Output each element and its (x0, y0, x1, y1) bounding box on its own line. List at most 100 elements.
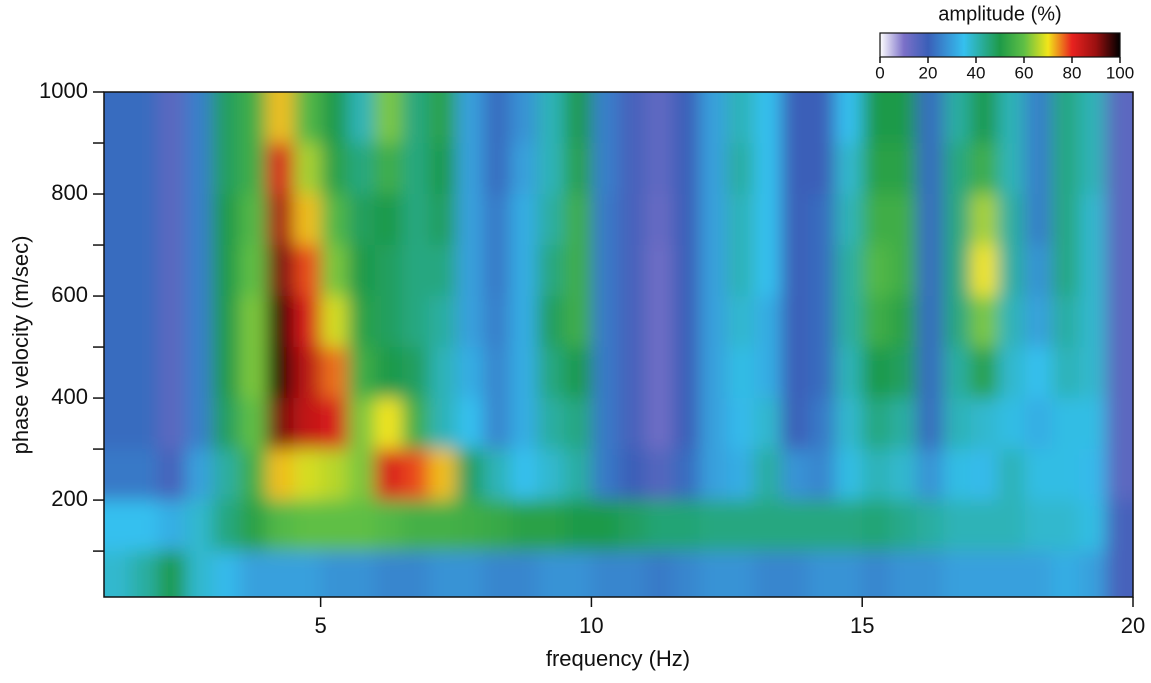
heatmap-cell (971, 296, 999, 348)
heatmap-cell (158, 143, 186, 195)
heatmap-cell (781, 143, 809, 195)
heatmap-cell (131, 500, 159, 552)
heatmap-cell (943, 449, 971, 501)
heatmap-cell (889, 551, 917, 617)
heatmap-cell (456, 449, 484, 501)
heatmap-cell (429, 72, 457, 144)
heatmap-cell (835, 551, 863, 617)
heatmap-cell (1106, 551, 1151, 617)
heatmap-cell (700, 398, 728, 450)
heatmap-cell (1106, 398, 1151, 450)
heatmap-cell (429, 449, 457, 501)
heatmap-cell (781, 398, 809, 450)
heatmap-cell (727, 500, 755, 552)
heatmap-cell (429, 296, 457, 348)
heatmap-cell (266, 143, 294, 195)
colorbar-tick-label: 80 (1063, 63, 1082, 82)
heatmap-cell (402, 551, 430, 617)
heatmap-cell (239, 143, 267, 195)
heatmap-cell (185, 347, 213, 399)
heatmap-cell (781, 449, 809, 501)
heatmap-cell (673, 245, 701, 297)
heatmap-cell (429, 347, 457, 399)
heatmap-cell (266, 194, 294, 246)
heatmap-cell (158, 347, 186, 399)
heatmap-cell (1025, 500, 1053, 552)
heatmap-cell (84, 72, 132, 144)
heatmap-cell (375, 449, 403, 501)
heatmap-cell (564, 143, 592, 195)
heatmap-cell (835, 194, 863, 246)
heatmap-cell (889, 398, 917, 450)
heatmap-cell (862, 347, 890, 399)
heatmap-cell (564, 500, 592, 552)
heatmap-cell (1052, 72, 1080, 144)
heatmap-cell (483, 551, 511, 617)
heatmap-cell (294, 72, 322, 144)
heatmap-cell (673, 551, 701, 617)
heatmap-cell (158, 449, 186, 501)
heatmap-cell (591, 245, 619, 297)
heatmap-cell (375, 551, 403, 617)
heatmap-cell (510, 194, 538, 246)
heatmap-cell (1106, 449, 1151, 501)
heatmap-cell (862, 194, 890, 246)
heatmap-cell (185, 551, 213, 617)
heatmap-cell (971, 72, 999, 144)
heatmap-cell (808, 296, 836, 348)
y-tick-label: 200 (51, 486, 88, 511)
heatmap-cell (375, 347, 403, 399)
heatmap-cell (916, 194, 944, 246)
heatmap-cell (754, 296, 782, 348)
heatmap-cell (564, 449, 592, 501)
heatmap-cell (1052, 449, 1080, 501)
heatmap-cell (375, 500, 403, 552)
y-tick-label: 400 (51, 384, 88, 409)
heatmap-cell (1052, 143, 1080, 195)
heatmap-cell (266, 72, 294, 144)
heatmap-cell (158, 500, 186, 552)
heatmap-cell (916, 296, 944, 348)
heatmap-cell (321, 347, 349, 399)
heatmap-cell (564, 245, 592, 297)
heatmap-cell (998, 245, 1026, 297)
heatmap-cell (84, 500, 132, 552)
heatmap-cell (84, 347, 132, 399)
heatmap-cell (483, 296, 511, 348)
heatmap-cell (266, 296, 294, 348)
heatmap-cell (943, 347, 971, 399)
heatmap-cell (781, 551, 809, 617)
heatmap-cell (402, 500, 430, 552)
heatmap-cell (321, 72, 349, 144)
heatmap-cell (1025, 551, 1053, 617)
heatmap-cell (943, 194, 971, 246)
heatmap-cell (700, 449, 728, 501)
heatmap-cell (131, 551, 159, 617)
heatmap-cell (348, 500, 376, 552)
heatmap-cell (591, 500, 619, 552)
heatmap-cell (537, 194, 565, 246)
heatmap-cell (1052, 245, 1080, 297)
heatmap-cell (84, 194, 132, 246)
heatmap-cell (84, 143, 132, 195)
heatmap-cell (537, 347, 565, 399)
y-tick-label: 600 (51, 282, 88, 307)
heatmap-cell (835, 143, 863, 195)
heatmap-cell (158, 194, 186, 246)
heatmap-cell (483, 245, 511, 297)
heatmap-cell (375, 194, 403, 246)
heatmap-cell (429, 143, 457, 195)
heatmap-cell (943, 500, 971, 552)
heatmap-cell (646, 347, 674, 399)
heatmap-cell (510, 245, 538, 297)
heatmap-cell (321, 398, 349, 450)
heatmap-cell (429, 551, 457, 617)
heatmap-cell (429, 500, 457, 552)
heatmap-cell (212, 245, 240, 297)
heatmap-cell (1106, 194, 1151, 246)
heatmap-cell (754, 551, 782, 617)
heatmap-cell (727, 194, 755, 246)
heatmap-cell (212, 143, 240, 195)
heatmap-cell (1079, 551, 1107, 617)
heatmap-cell (808, 194, 836, 246)
